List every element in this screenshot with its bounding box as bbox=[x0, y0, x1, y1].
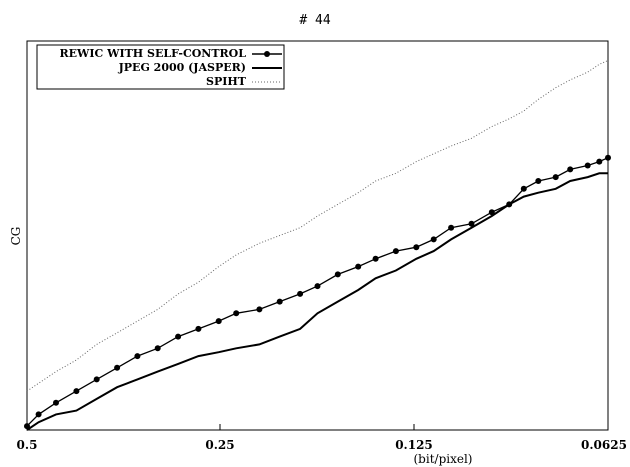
series-0-point-31 bbox=[596, 158, 603, 165]
series-0-point-1 bbox=[35, 411, 42, 418]
series-layer bbox=[24, 60, 611, 431]
x-tick-label-1: 0.25 bbox=[205, 438, 234, 452]
series-0-point-27 bbox=[535, 178, 542, 184]
series-0-point-0 bbox=[24, 423, 30, 430]
legend-label-2: SPIHT bbox=[206, 75, 247, 88]
series-0-point-30 bbox=[584, 162, 591, 169]
series-0-point-24 bbox=[488, 209, 495, 216]
series-0-point-21 bbox=[430, 236, 437, 243]
series-0-point-4 bbox=[93, 376, 100, 383]
legend-box bbox=[36, 44, 285, 90]
series-0-point-15 bbox=[314, 283, 321, 290]
x-axis-label: (bit/pixel) bbox=[414, 452, 473, 466]
series-0-point-5 bbox=[114, 364, 121, 371]
series-0-point-10 bbox=[215, 318, 222, 325]
series-0-point-13 bbox=[276, 298, 283, 305]
series-0-point-14 bbox=[297, 290, 304, 297]
legend-label-0: REWIC WITH SELF-CONTROL bbox=[60, 47, 247, 60]
series-0-point-20 bbox=[413, 244, 420, 251]
series-line-1 bbox=[26, 172, 608, 431]
series-0-point-3 bbox=[73, 388, 80, 395]
series-0-point-9 bbox=[195, 325, 202, 332]
plot-frame bbox=[26, 40, 609, 431]
legend-marker-0 bbox=[264, 51, 270, 57]
series-0-point-2 bbox=[53, 399, 59, 406]
series-0-point-23 bbox=[468, 220, 475, 227]
x-tick-label-0: 0.5 bbox=[17, 438, 38, 452]
series-0-point-7 bbox=[154, 345, 161, 352]
series-0-point-32 bbox=[605, 154, 611, 161]
series-0-point-28 bbox=[552, 174, 559, 181]
series-0-point-29 bbox=[567, 166, 574, 173]
legend-label-1: JPEG 2000 (JASPER) bbox=[118, 61, 246, 74]
series-0-point-16 bbox=[334, 271, 341, 278]
series-0-point-26 bbox=[520, 185, 527, 192]
series-0-point-8 bbox=[175, 333, 182, 340]
series-0-point-19 bbox=[392, 248, 399, 255]
series-0-point-18 bbox=[372, 255, 379, 262]
legend: REWIC WITH SELF-CONTROL JPEG 2000 (JASPE… bbox=[36, 44, 285, 90]
x-tick-label-3: 0.0625 bbox=[581, 438, 627, 452]
series-0-point-6 bbox=[134, 353, 141, 360]
series-0-point-11 bbox=[233, 310, 240, 317]
series-0-point-12 bbox=[256, 306, 263, 313]
x-tick-label-2: 0.125 bbox=[395, 438, 433, 452]
series-0-point-22 bbox=[448, 224, 455, 231]
series-line-2 bbox=[26, 60, 609, 392]
y-axis-label: CG bbox=[9, 227, 23, 246]
series-0-point-17 bbox=[355, 263, 362, 270]
chart-title: # 44 bbox=[299, 13, 330, 28]
